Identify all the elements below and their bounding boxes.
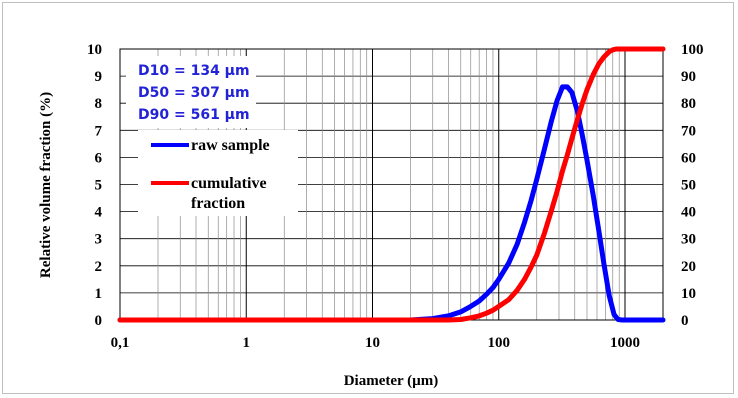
y-tick-label: 9 (95, 69, 103, 85)
y2-tick-label: 100 (681, 42, 704, 58)
y2-tick-label: 0 (681, 313, 689, 329)
y-tick-label: 1 (95, 286, 103, 302)
series-raw-sample-line (117, 84, 666, 323)
x-tick-label: 0,1 (111, 335, 130, 351)
d-values-background (126, 56, 256, 128)
y-tick-label: 3 (95, 232, 103, 248)
y-tick-label: 5 (95, 178, 103, 194)
series-layer (117, 46, 666, 323)
y2-tick-label: 10 (681, 286, 696, 302)
x-tick-label: 1 (242, 335, 250, 351)
y2-tick-label: 30 (681, 232, 696, 248)
axes: 0,1 1 10 100 1000012345678910010203040506070… (87, 42, 704, 351)
y-axis-title: Relative volume fraction (%) (38, 92, 54, 278)
y-tick-label: 8 (95, 96, 103, 112)
y2-tick-label: 50 (681, 178, 696, 194)
d50-annotation: D50 = 307 µm (138, 85, 250, 101)
d10-annotation: D10 = 134 µm (138, 63, 250, 79)
x-tick-label: 1000 (610, 335, 640, 351)
x-tick-label: 10 (365, 335, 380, 351)
y-tick-label: 7 (95, 123, 103, 139)
x-axis-title: Diameter (µm) (344, 373, 439, 389)
x-tick-label: 100 (487, 335, 510, 351)
d-values-box: D10 = 134 µm D50 = 307 µm D90 = 561 µm (126, 56, 256, 128)
y-tick-label: 0 (95, 313, 103, 329)
y-tick-label: 2 (95, 259, 103, 275)
legend: raw sample cumulative fraction (138, 130, 298, 216)
y2-tick-label: 90 (681, 69, 696, 85)
y2-tick-label: 40 (681, 205, 696, 221)
y-tick-label: 10 (87, 42, 102, 58)
y-tick-label: 4 (95, 205, 103, 221)
y2-tick-label: 60 (681, 150, 696, 166)
legend-label-fraction: fraction (191, 195, 245, 212)
legend-label-raw-sample: raw sample (191, 137, 270, 154)
y2-tick-label: 20 (681, 259, 696, 275)
y2-tick-label: 80 (681, 96, 696, 112)
y-tick-label: 6 (95, 150, 103, 166)
legend-label-cumulative: cumulative (191, 175, 267, 192)
y2-tick-label: 70 (681, 123, 696, 139)
series-cumulative-fraction-line (117, 46, 666, 323)
chart-frame (2, 2, 734, 394)
d90-annotation: D90 = 561 µm (138, 107, 250, 123)
